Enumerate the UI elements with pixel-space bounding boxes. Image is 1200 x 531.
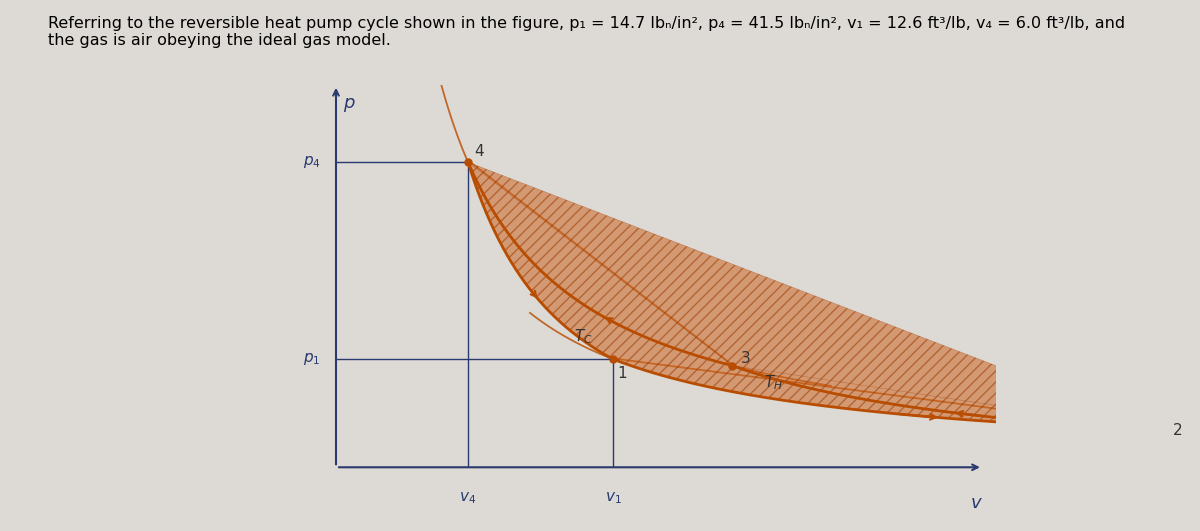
Text: 3: 3 — [740, 352, 750, 366]
Text: $p_4$: $p_4$ — [302, 154, 320, 170]
Text: Referring to the reversible heat pump cycle shown in the figure, p₁ = 14.7 lbₙ/i: Referring to the reversible heat pump cy… — [48, 16, 1126, 48]
Polygon shape — [468, 162, 1166, 431]
Text: $T_H$: $T_H$ — [763, 374, 782, 392]
Text: $T_C$: $T_C$ — [574, 327, 593, 346]
Text: 2: 2 — [1172, 423, 1182, 438]
Text: $p$: $p$ — [343, 97, 355, 114]
Text: $v$: $v$ — [970, 494, 983, 512]
Text: 4: 4 — [475, 144, 485, 159]
Text: $v_1$: $v_1$ — [605, 490, 622, 506]
Text: $v_4$: $v_4$ — [460, 490, 476, 506]
Text: $p_1$: $p_1$ — [304, 351, 320, 367]
Text: 1: 1 — [618, 365, 628, 381]
